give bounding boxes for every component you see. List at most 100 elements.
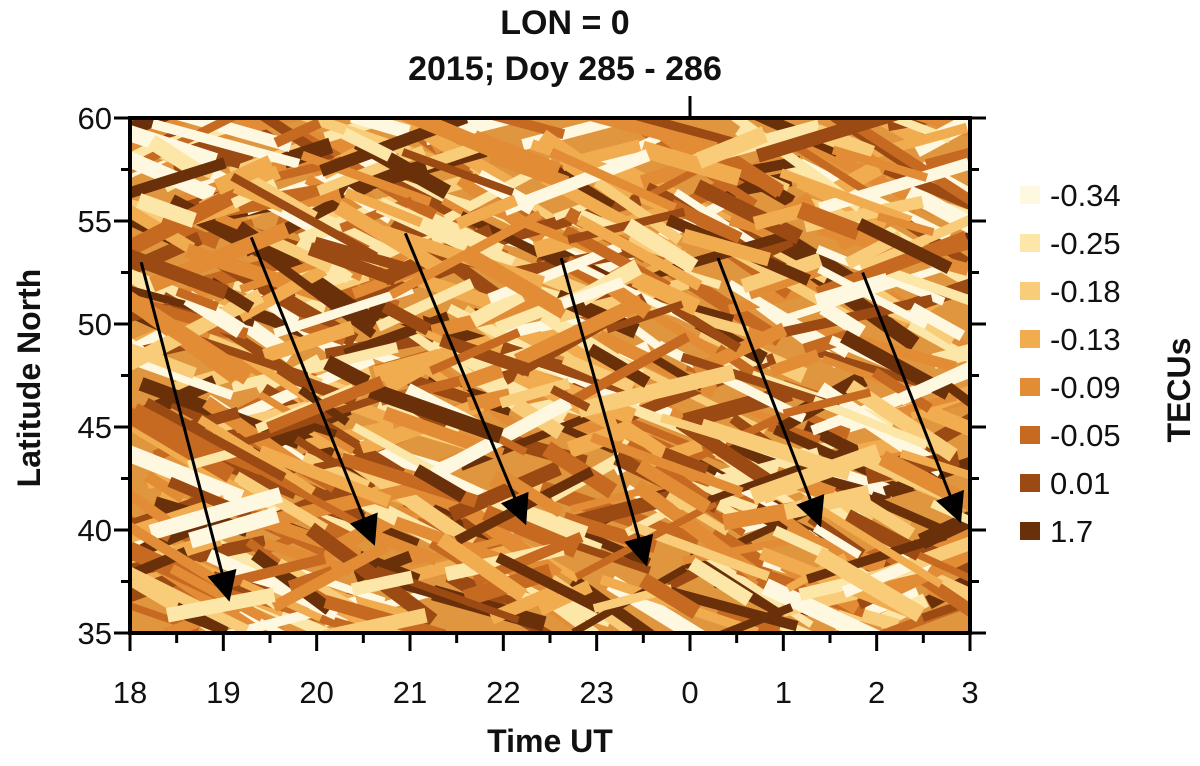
tec-stripe xyxy=(147,134,201,178)
tec-stripe xyxy=(728,210,774,238)
legend-label: 1.7 xyxy=(1050,514,1093,549)
tec-stripe xyxy=(323,608,428,633)
plot-area xyxy=(130,118,970,633)
tec-stripe xyxy=(502,149,651,216)
y-tick-label: 50 xyxy=(78,307,112,342)
tec-stripe xyxy=(876,212,935,237)
tec-stripe xyxy=(401,148,515,197)
tec-stripe xyxy=(130,185,242,263)
colorbar-legend: -0.34 -0.25 -0.18 -0.13 -0.09 -0.05 0.01 1.7 xyxy=(1020,178,1121,549)
tec-stripe xyxy=(405,373,480,408)
tec-stripe xyxy=(469,288,526,328)
tec-stripe xyxy=(131,403,264,480)
tec-stripe xyxy=(274,478,432,527)
tec-stripe xyxy=(576,214,703,291)
y-tick-label: 40 xyxy=(78,513,112,548)
tec-stripe xyxy=(349,118,411,139)
tec-stripe xyxy=(130,441,245,506)
tec-stripe xyxy=(631,270,701,316)
tec-stripe xyxy=(273,284,414,338)
tec-stripe xyxy=(271,541,390,612)
tec-stripe xyxy=(814,273,890,308)
tec-stripe xyxy=(350,570,414,597)
tec-stripe xyxy=(368,382,504,444)
tec-stripe xyxy=(761,578,894,633)
tec-stripe xyxy=(513,295,645,368)
tec-stripe xyxy=(303,128,362,158)
tec-stripe xyxy=(313,236,411,274)
tec-stripe xyxy=(323,355,371,390)
legend-label: -0.25 xyxy=(1050,226,1121,261)
tec-stripe xyxy=(937,376,970,423)
y-axis-label: Latitude North xyxy=(11,269,47,488)
tec-stripe xyxy=(241,169,318,219)
tec-stripe xyxy=(488,204,609,260)
x-tick-label: 21 xyxy=(393,675,427,710)
x-axis-label: Time UT xyxy=(487,723,613,759)
chart-title: LON = 0 xyxy=(500,4,629,42)
tec-stripe xyxy=(623,218,699,274)
tec-stripe xyxy=(381,300,432,336)
tec-stripe xyxy=(341,127,393,162)
tec-stripe xyxy=(752,202,811,231)
x-axis-ticks: 18 19 20 21 22 23 0 1 2 3 xyxy=(113,633,979,710)
tec-stripe xyxy=(460,118,566,140)
x-tick-label: 3 xyxy=(961,675,978,710)
legend-label: 0.01 xyxy=(1050,466,1110,501)
tec-stripe xyxy=(358,525,439,566)
tec-stripe xyxy=(571,332,691,405)
legend-swatch xyxy=(1020,234,1040,252)
tec-stripe xyxy=(856,123,970,217)
tec-stripe xyxy=(439,333,533,377)
tec-stripe xyxy=(587,343,651,388)
tec-stripe xyxy=(638,573,701,620)
tec-stripe xyxy=(695,126,768,169)
chart-subtitle: 2015; Doy 285 - 286 xyxy=(408,50,722,88)
propagation-arrow xyxy=(559,257,654,567)
tec-stripe xyxy=(880,539,970,602)
tec-stripe xyxy=(909,302,966,341)
tec-stripe xyxy=(726,279,850,358)
tec-stripe xyxy=(797,158,952,243)
propagation-arrow xyxy=(139,261,237,602)
y-tick-label: 35 xyxy=(78,616,112,651)
legend-label: -0.34 xyxy=(1050,178,1121,213)
propagation-arrow xyxy=(861,271,965,524)
tec-stripe xyxy=(436,532,528,602)
tec-stripe xyxy=(489,149,570,190)
tec-stripe xyxy=(257,445,392,508)
tec-stripe xyxy=(800,494,944,588)
tec-stripe xyxy=(561,352,635,393)
y-axis-ticks: 35 40 45 50 55 60 xyxy=(78,101,986,651)
legend-label: -0.13 xyxy=(1050,322,1121,357)
tec-stripe xyxy=(195,596,358,633)
tec-stripe xyxy=(130,323,197,379)
tec-stripe xyxy=(772,525,829,560)
tec-stripe xyxy=(779,168,913,225)
tec-stripe xyxy=(899,449,970,497)
legend-swatch xyxy=(1020,474,1040,492)
tec-stripe xyxy=(831,145,929,182)
tec-stripe xyxy=(213,155,275,195)
tec-stripe xyxy=(821,355,890,387)
tec-stripe xyxy=(392,118,500,159)
tec-stripe xyxy=(495,552,603,614)
legend-swatch xyxy=(1020,426,1040,444)
x-tick-label: 19 xyxy=(206,675,240,710)
tec-stripe xyxy=(167,118,293,152)
tec-stripe xyxy=(273,118,322,148)
tec-stripe xyxy=(472,130,562,176)
tec-stripe xyxy=(681,228,772,267)
tec-stripe xyxy=(907,320,970,371)
tec-stripe xyxy=(413,464,467,503)
colorbar-label: TECUs xyxy=(1161,338,1197,443)
tec-stripe xyxy=(790,140,872,197)
tec-stripe xyxy=(639,140,742,186)
tec-stripe xyxy=(130,462,180,532)
tec-stripe xyxy=(351,422,441,477)
tec-stripe xyxy=(749,444,882,505)
tec-stripe xyxy=(240,390,391,447)
legend-swatch xyxy=(1020,522,1040,540)
tec-stripe xyxy=(590,432,744,497)
tec-stripe xyxy=(330,589,412,621)
